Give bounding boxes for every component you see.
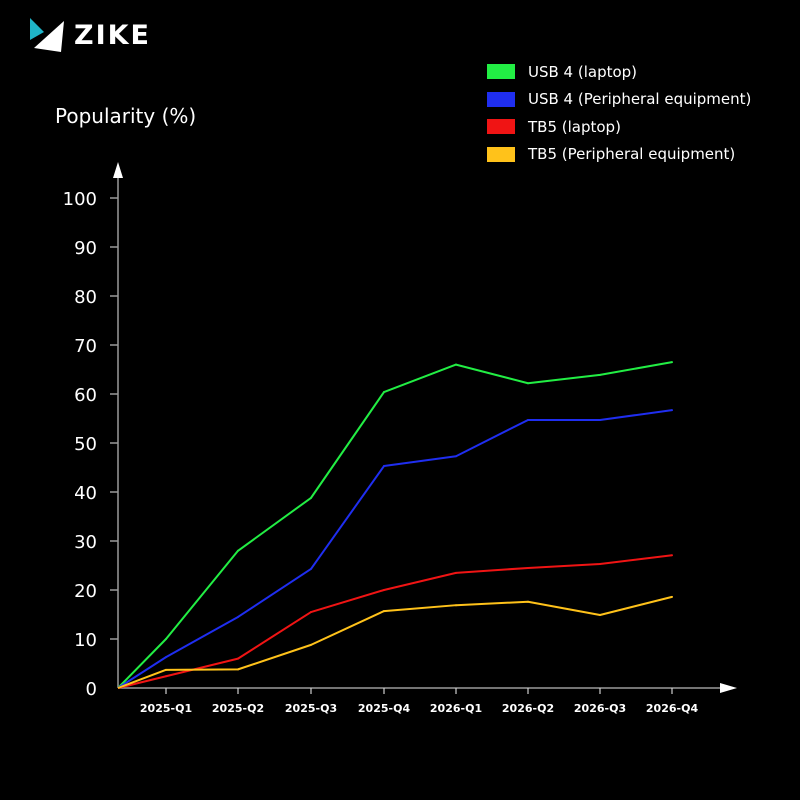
brand-logo: ZIKE (30, 18, 151, 52)
series-line-0 (117, 361, 673, 689)
y-axis-label: Popularity (%) (55, 104, 197, 128)
data-point (599, 418, 601, 421)
data-point (671, 361, 673, 364)
y-tick-label: 80 (74, 287, 97, 308)
y-tick-label: 10 (74, 630, 97, 651)
y-tick-label: 0 (86, 679, 97, 700)
data-point (671, 409, 673, 412)
data-point (455, 455, 457, 458)
legend-label: USB 4 (laptop) (528, 62, 638, 81)
data-point (527, 418, 529, 421)
x-tick-label: 2026-Q4 (646, 702, 699, 715)
data-point (599, 563, 601, 566)
x-axis-arrow-icon (720, 683, 737, 693)
legend-swatch (487, 64, 515, 80)
data-point (165, 656, 167, 659)
legend-label: TB5 (Peripheral equipment) (528, 145, 736, 164)
y-tick-label: 20 (74, 581, 97, 602)
data-point (237, 615, 239, 618)
legend-swatch (487, 146, 515, 162)
legend-item-tb5-peripheral: TB5 (Peripheral equipment) (487, 141, 751, 169)
legend-swatch (487, 119, 515, 135)
y-tick-label: 30 (74, 532, 97, 553)
series-line-2 (117, 554, 673, 689)
y-tick-label: 50 (74, 434, 97, 455)
y-axis-arrow-icon (113, 162, 123, 178)
x-tick-label: 2025-Q1 (140, 702, 192, 715)
x-tick-label: 2026-Q2 (502, 702, 554, 715)
data-point (310, 496, 312, 499)
brand-name: ZIKE (74, 19, 151, 51)
data-point (599, 373, 601, 376)
data-point (310, 567, 312, 570)
y-tick-label: 90 (74, 238, 97, 259)
data-point (237, 549, 239, 552)
legend-item-tb5-laptop: TB5 (laptop) (487, 113, 751, 141)
data-point (383, 589, 385, 591)
x-tick-label: 2026-Q1 (430, 702, 482, 715)
data-point (671, 595, 673, 598)
data-point (671, 554, 673, 557)
legend-swatch (487, 91, 515, 107)
data-point (455, 604, 457, 607)
x-tick-label: 2025-Q3 (285, 702, 337, 715)
data-point (527, 566, 529, 569)
legend-item-usb4-peripheral: USB 4 (Peripheral equipment) (487, 86, 751, 114)
data-point (165, 668, 167, 671)
x-tick-label: 2025-Q4 (358, 702, 411, 715)
data-point (455, 571, 457, 574)
data-point (527, 600, 529, 603)
series-line-3 (117, 595, 673, 689)
y-tick-label: 40 (74, 483, 97, 504)
data-point (383, 610, 385, 613)
data-point (310, 611, 312, 614)
data-point (165, 638, 167, 640)
x-tick-label: 2025-Q2 (212, 702, 264, 715)
y-tick-label: 60 (74, 385, 97, 406)
data-point (455, 363, 457, 366)
y-tick-label: 100 (63, 189, 97, 210)
data-point (527, 382, 529, 385)
legend-label: TB5 (laptop) (528, 117, 621, 136)
x-tick-label: 2026-Q3 (574, 702, 626, 715)
legend: USB 4 (laptop) USB 4 (Peripheral equipme… (487, 58, 751, 168)
y-tick-label: 70 (74, 336, 97, 357)
data-point (165, 675, 167, 678)
legend-label: USB 4 (Peripheral equipment) (528, 90, 752, 109)
zike-logo-icon (30, 18, 64, 52)
data-point (599, 613, 601, 616)
data-point (237, 668, 239, 671)
series-line-1 (117, 409, 673, 689)
data-point (383, 465, 385, 468)
data-point (310, 643, 312, 646)
data-point (383, 391, 385, 394)
legend-item-usb4-laptop: USB 4 (laptop) (487, 58, 751, 86)
data-point (237, 657, 239, 660)
